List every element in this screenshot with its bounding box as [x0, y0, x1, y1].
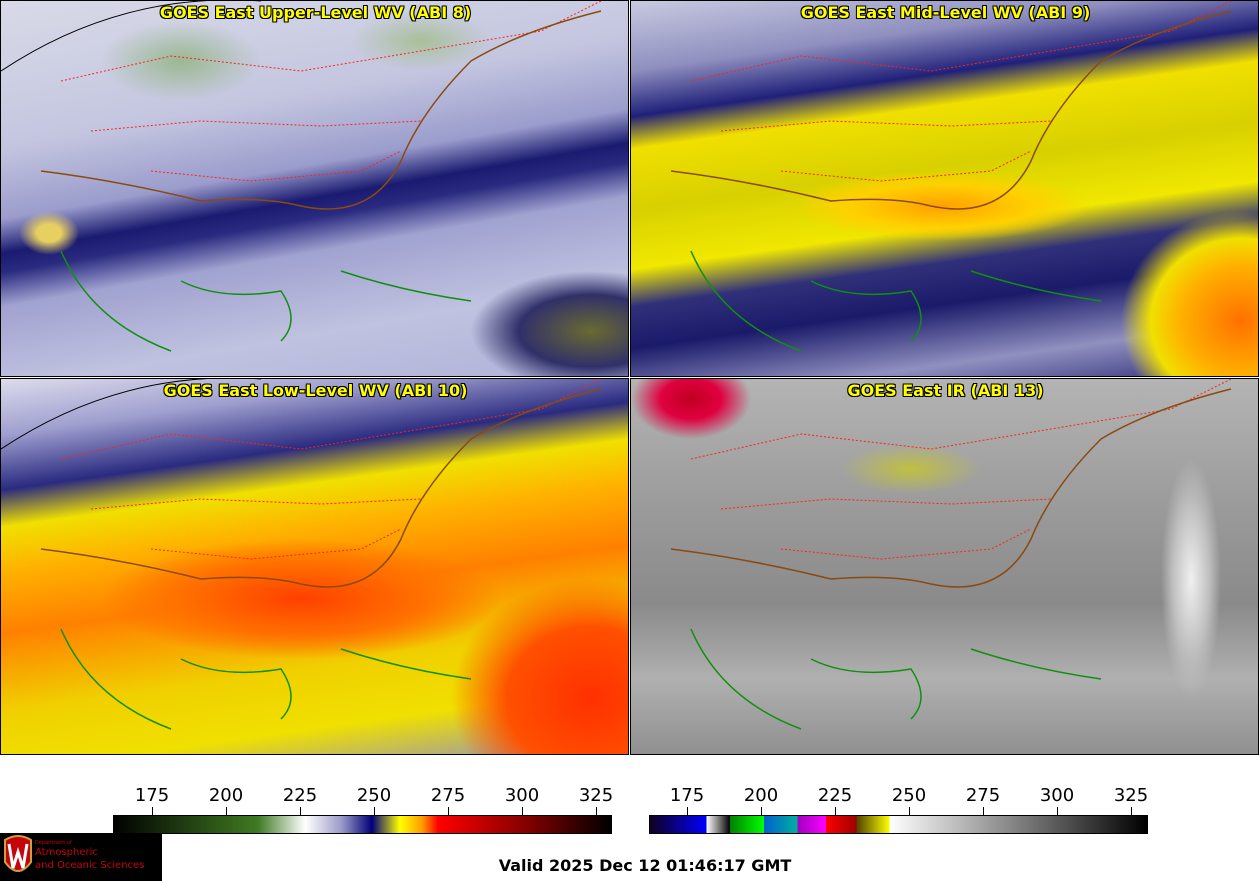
ir-tick-label: 225 — [817, 785, 853, 806]
wv-tick-mark — [596, 807, 597, 815]
logo-line2: Atmospheric — [35, 847, 98, 858]
wv-tick-label: 200 — [208, 785, 244, 806]
wv-tick-mark — [448, 807, 449, 815]
wv-tick-label: 225 — [282, 785, 318, 806]
wv-tick-mark — [300, 807, 301, 815]
panel-mid-level-wv: GOES East Mid-Level WV (ABI 9) — [630, 0, 1259, 377]
wv-tick-mark — [152, 807, 153, 815]
wv-colorbar — [113, 815, 612, 834]
ir-tick-label: 275 — [965, 785, 1001, 806]
logo-line1: Department of — [35, 840, 72, 846]
ir-tick-mark — [835, 807, 836, 815]
ir-tick-mark — [1131, 807, 1132, 815]
map-overlay — [670, 1, 1232, 352]
ir-tick-label: 300 — [1039, 785, 1075, 806]
wv-tick-label: 250 — [356, 785, 392, 806]
wv-tick-label: 325 — [578, 785, 614, 806]
valid-time: Valid 2025 Dec 12 01:46:17 GMT — [498, 856, 792, 875]
map-overlay — [1, 1, 602, 352]
wv-tick-label: 175 — [134, 785, 170, 806]
panel-low-level-wv: GOES East Low-Level WV (ABI 10) — [0, 378, 629, 755]
ir-tick-mark — [1057, 807, 1058, 815]
logo-line3: and Oceanic Sciences — [35, 860, 145, 871]
panel-title: GOES East Mid-Level WV (ABI 9) — [800, 3, 1091, 22]
wv-tick-mark — [522, 807, 523, 815]
ir-tick-mark — [983, 807, 984, 815]
map-overlay — [670, 379, 1232, 730]
ir-tick-label: 325 — [1113, 785, 1149, 806]
ir-tick-label: 250 — [891, 785, 927, 806]
panel-title: GOES East IR (ABI 13) — [847, 381, 1044, 400]
ir-tick-mark — [761, 807, 762, 815]
wv-tick-mark — [226, 807, 227, 815]
panel-upper-level-wv: GOES East Upper-Level WV (ABI 8) — [0, 0, 629, 377]
panel-title: GOES East Low-Level WV (ABI 10) — [163, 381, 468, 400]
wv-tick-label: 300 — [504, 785, 540, 806]
uw-crest-icon — [4, 835, 32, 872]
wv-tick-label: 275 — [430, 785, 466, 806]
ir-colorbar — [649, 815, 1148, 834]
ir-tick-mark — [909, 807, 910, 815]
panel-title: GOES East Upper-Level WV (ABI 8) — [159, 3, 472, 22]
panel-ir: GOES East IR (ABI 13) — [630, 378, 1259, 755]
ir-tick-mark — [687, 807, 688, 815]
ir-tick-label: 175 — [669, 785, 705, 806]
ir-tick-label: 200 — [743, 785, 779, 806]
aos-logo: Department of Atmospheric and Oceanic Sc… — [0, 833, 162, 881]
wv-tick-mark — [374, 807, 375, 815]
map-overlay — [1, 379, 602, 730]
